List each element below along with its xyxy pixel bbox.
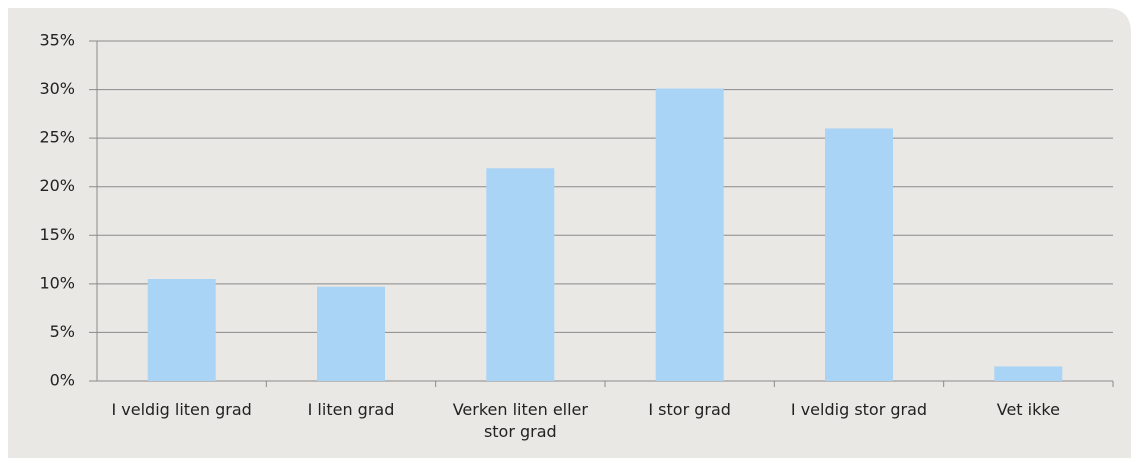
x-tick-label: Verken liten eller stor grad [452,400,588,441]
x-tick-label: I veldig stor grad [790,400,928,419]
x-tick-label: I veldig liten grad [111,400,252,419]
bar [825,128,893,381]
y-tick-label: 15% [39,225,75,244]
y-tick-label: 0% [50,371,75,390]
bar [655,88,724,381]
y-tick-label: 30% [39,79,75,98]
y-tick-label: 5% [50,322,75,341]
bar [317,286,385,381]
x-tick-label: I liten grad [307,400,395,419]
bar [994,366,1063,381]
bar [486,168,555,381]
x-tick-label: Vet ikke [996,400,1060,419]
y-tick-label: 20% [39,176,75,195]
y-tick-label: 25% [39,128,75,147]
x-tick-label: I stor grad [648,400,731,419]
bar [147,279,216,381]
y-tick-label: 35% [39,31,75,50]
y-tick-label: 10% [39,273,75,292]
panel [8,8,1131,458]
